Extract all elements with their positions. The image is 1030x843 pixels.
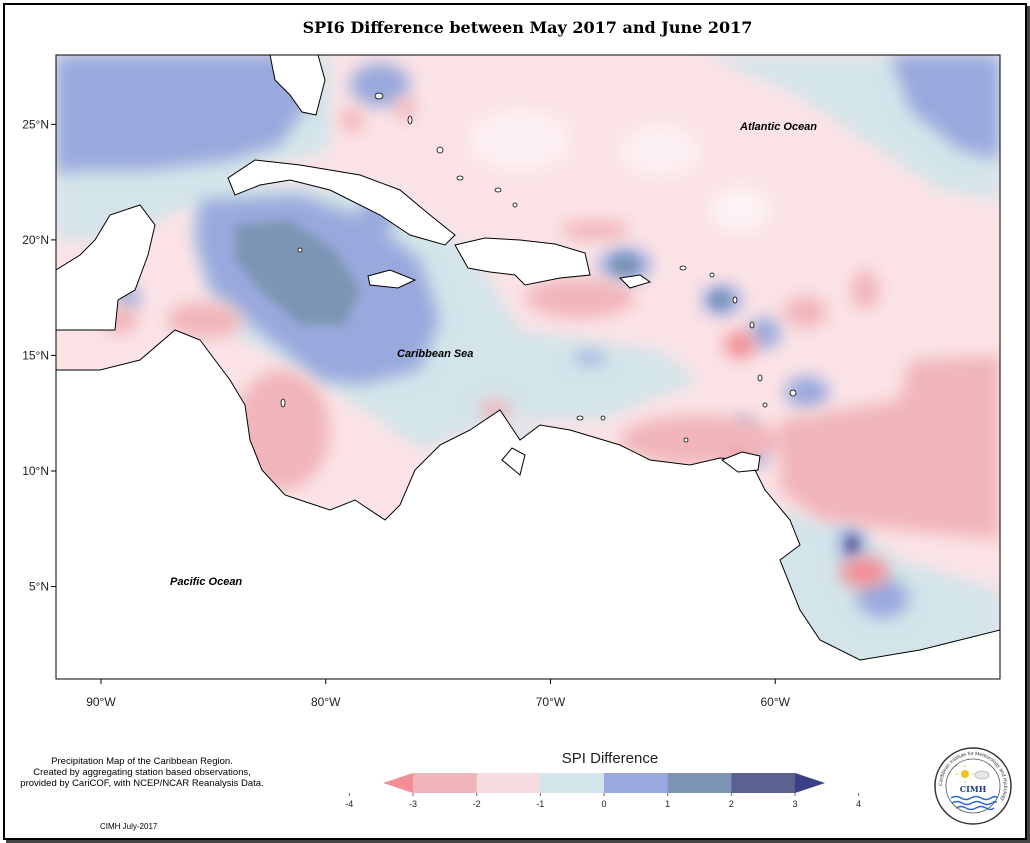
axis-ticks: 90°W 80°W 70°W 60°W 25°N 20°N 15°N 10°N 5°N [22,117,790,709]
logo-abbrev: CIMH [960,784,987,794]
legend-color-swatch [667,773,732,793]
map-title: SPI6 Difference between May 2017 and Jun… [302,18,753,37]
spi-field [56,55,1000,679]
lat-tick-label: 15°N [22,348,49,362]
cimh-logo: Caribbean Institute for Meteorology and … [934,747,1012,825]
map-note: Precipitation Map of the Caribbean Regio… [8,756,276,789]
sun-icon [961,770,969,778]
note-line: Created by aggregating station based obs… [33,767,251,778]
legend-color-swatch [604,773,669,793]
pacific-ocean-label: Pacific Ocean [170,576,242,588]
cloud-icon [974,770,990,780]
lat-tick-label: 25°N [22,117,49,131]
legend-tick-label: -3 [409,799,417,809]
small-islands [280,92,797,443]
legend-color-swatch [383,773,413,793]
legend-color-swatch [731,773,796,793]
note-line: provided by CariCOF, with NCEP/NCAR Rean… [20,778,264,789]
legend-color-swatch [476,773,541,793]
legend-tick-label: 3 [792,799,797,809]
legend-tick-label: -4 [345,799,353,809]
legend-colorbar: -4 -3 -2 -1 0 1 2 3 4 [345,773,861,809]
lon-tick-label: 90°W [86,695,116,709]
caribbean-sea-label: Caribbean Sea [397,348,473,360]
legend-color-swatch [540,773,605,793]
lat-tick-label: 20°N [22,233,49,247]
atlantic-ocean-label: Atlantic Ocean [739,121,817,133]
legend-tick-label: 1 [665,799,670,809]
plot-border [55,54,1001,680]
lat-tick-label: 5°N [29,580,49,594]
lon-tick-label: 80°W [311,695,341,709]
credit-text: CIMH July-2017 [100,822,158,831]
waves-icon [950,795,998,811]
legend-tick-label: 2 [729,799,734,809]
legend-color-swatch [795,773,825,793]
legend-tick-label: 0 [601,799,606,809]
lon-tick-label: 70°W [536,695,566,709]
legend-tick-label: -2 [473,799,481,809]
legend-color-swatch [413,773,478,793]
lat-tick-label: 10°N [22,464,49,478]
lon-tick-label: 60°W [760,695,790,709]
land-masses [56,55,1000,679]
legend-tick-label: 4 [856,799,861,809]
legend-tick-label: -1 [536,799,544,809]
legend-title: SPI Difference [561,750,659,767]
note-line: Precipitation Map of the Caribbean Regio… [51,756,233,767]
